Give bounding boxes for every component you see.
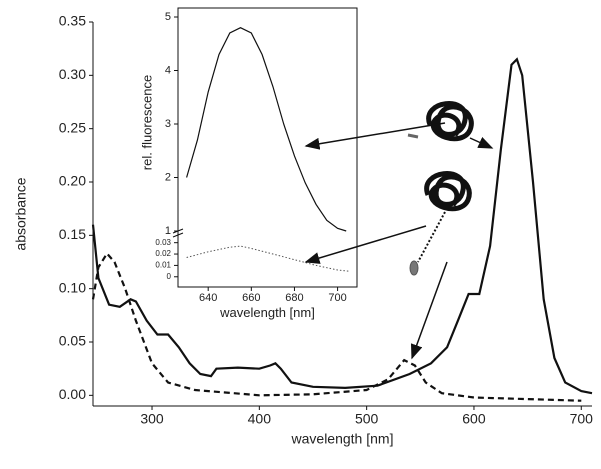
data-line xyxy=(186,245,349,272)
data-line xyxy=(91,57,593,395)
inset-frame xyxy=(177,7,358,288)
x-tick-label: 660 xyxy=(242,292,260,304)
y-tick-label: 5 xyxy=(165,11,171,23)
y-tick-label: 0.05 xyxy=(59,333,86,349)
x-tick-label: 700 xyxy=(328,292,346,304)
data-line xyxy=(91,251,582,402)
y-tick-label: 1 xyxy=(165,225,171,237)
axis-break xyxy=(172,228,184,238)
y-tick-label: 0.00 xyxy=(59,386,86,402)
y-tick-label: 3 xyxy=(165,118,171,130)
y-tick-label: 4 xyxy=(165,64,171,76)
y-tick-label: 0.02 xyxy=(155,249,171,258)
x-axis-label: wavelength [nm] xyxy=(219,305,315,320)
x-tick-label: 600 xyxy=(462,411,486,427)
x-tick-label: 500 xyxy=(355,411,379,427)
y-tick-label: 0.01 xyxy=(155,261,171,270)
illustration xyxy=(304,101,494,360)
x-axis-label: wavelength [nm] xyxy=(291,430,394,446)
data-line xyxy=(186,27,347,232)
y-tick-label: 0.35 xyxy=(59,13,86,29)
x-tick-label: 300 xyxy=(140,411,164,427)
y-tick-label: 0 xyxy=(167,272,172,281)
x-tick-label: 680 xyxy=(285,292,303,304)
x-tick-label: 640 xyxy=(199,292,217,304)
y-axis-label: absorbance xyxy=(13,177,29,250)
x-tick-label: 400 xyxy=(248,411,272,427)
x-tick-label: 700 xyxy=(570,411,594,427)
y-tick-label: 0.20 xyxy=(59,173,86,189)
y-tick-label: 0.25 xyxy=(59,119,86,135)
inset-plot: 640 660 680 700 1 2 3 4 5 0 0.01 0.02 0.03 wavelength… xyxy=(139,7,358,320)
y-tick-label: 0.15 xyxy=(59,226,86,242)
y-tick-label: 2 xyxy=(165,171,171,183)
main-plot: 300 400 500 600 700 0.00 0.05 0.10 0.15 0.20 0.25 0… xyxy=(13,13,593,447)
y-axis-label: rel. fluorescence xyxy=(139,75,154,170)
y-tick-label: 0.30 xyxy=(59,66,86,82)
y-tick-label: 0.10 xyxy=(59,279,86,295)
y-tick-label: 0.03 xyxy=(155,238,171,247)
